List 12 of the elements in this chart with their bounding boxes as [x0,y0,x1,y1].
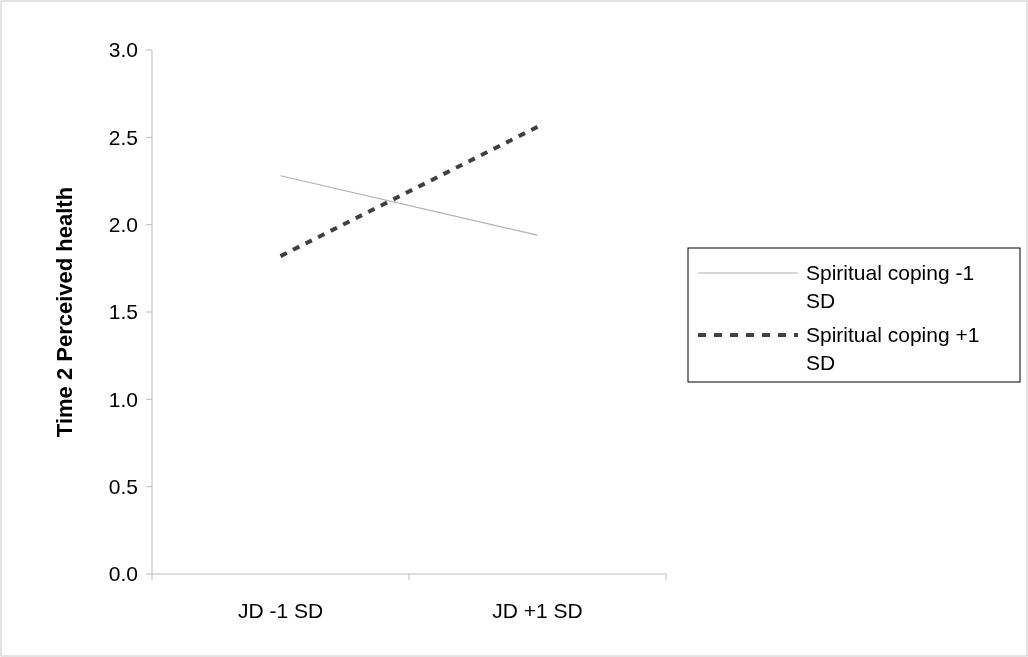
y-tick-label: 2.0 [108,213,138,237]
y-tick-label: 1.5 [108,300,138,324]
y-tick-label: 1.0 [108,387,138,411]
y-tick-label: 3.0 [108,38,138,62]
legend-label: Spiritual coping +1 SD [806,323,980,375]
y-tick-label: 0.0 [108,562,138,586]
y-axis-title: Time 2 Perceived health [52,186,77,438]
legend-label: Spiritual coping -1 SD [806,261,975,313]
x-tick-label: JD -1 SD [237,599,324,622]
y-tick-label: 2.5 [108,125,138,149]
x-tick-label: JD +1 SD [492,599,583,622]
y-tick-label: 0.5 [108,475,138,499]
